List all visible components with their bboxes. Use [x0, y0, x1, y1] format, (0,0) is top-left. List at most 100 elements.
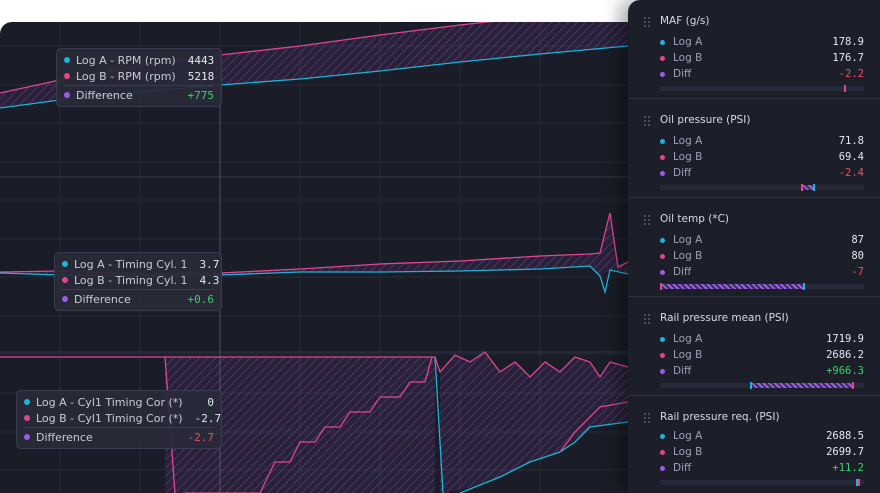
tooltip-label: Log A - RPM (rpm) — [76, 53, 176, 67]
metric-card-maf[interactable]: MAF (g/s) Log A 178.9 Log B 176.7 Diff -2.2 — [628, 0, 880, 99]
metric-title: Rail pressure mean (PSI) — [660, 312, 789, 324]
metric-card-rail-pressure-mean[interactable]: Rail pressure mean (PSI) Log A 1719.9 Log… — [628, 297, 880, 396]
log-a-marker — [802, 283, 805, 290]
log-a-dot — [660, 138, 665, 144]
log-a-dot — [62, 261, 68, 267]
metric-title: Rail pressure req. (PSI) — [660, 411, 780, 423]
log-b-dot — [24, 415, 30, 421]
metric-row-value: 69.4 — [838, 151, 864, 163]
log-a-dot — [660, 336, 665, 342]
tooltip-label: Log B - Timing Cyl. 1 — [74, 273, 188, 287]
diff-dot — [660, 368, 665, 374]
log-b-marker — [800, 184, 803, 191]
tooltip-label: Log B - Cyl1 Timing Cor (*) — [36, 411, 183, 425]
metric-row-value: 1719.9 — [826, 333, 864, 345]
metric-row-value: 176.7 — [832, 52, 864, 64]
tooltip-value: 3.7 — [199, 257, 220, 271]
difference-segment — [749, 383, 852, 388]
log-a-marker — [749, 382, 752, 389]
log-a-dot — [660, 433, 665, 439]
rpm-tooltip: Log A - RPM (rpm) 4443 Log B - RPM (rpm) 5… — [56, 48, 222, 107]
drag-handle-icon[interactable] — [644, 215, 650, 225]
metric-row-label: Diff — [673, 167, 692, 179]
diff-dot — [660, 71, 665, 77]
metric-diff-value: +11.2 — [832, 462, 864, 474]
log-b-dot — [660, 253, 665, 259]
log-b-marker — [843, 85, 846, 92]
timing-cor-log-a-line — [434, 356, 444, 493]
metrics-panel[interactable]: MAF (g/s) Log A 178.9 Log B 176.7 Diff -2.2… — [628, 0, 880, 493]
metric-row-label: Diff — [673, 266, 692, 278]
metric-diff-value: -2.2 — [838, 68, 864, 80]
chart-canvas[interactable] — [0, 22, 880, 493]
diff-dot — [64, 92, 70, 98]
log-a-dot — [24, 399, 30, 405]
log-a-dot — [660, 237, 665, 243]
metric-row-value: 2686.2 — [826, 349, 864, 361]
metric-row-label: Diff — [673, 365, 692, 377]
metric-row-value: 80 — [851, 250, 864, 262]
metric-card-oil-temp[interactable]: Oil temp (*C) Log A 87 Log B 80 Diff -7 — [628, 198, 880, 297]
drag-handle-icon[interactable] — [644, 314, 650, 324]
metric-row-label: Log B — [673, 151, 703, 163]
drag-handle-icon[interactable] — [644, 116, 650, 126]
metric-row-value: 71.8 — [838, 135, 864, 147]
metric-row-value: 2688.5 — [826, 430, 864, 442]
metric-card-oil-pressure[interactable]: Oil pressure (PSI) Log A 71.8 Log B 69.4 D… — [628, 99, 880, 198]
tooltip-label: Difference — [76, 88, 133, 102]
metric-row-value: 178.9 — [832, 36, 864, 48]
timing-cor-log-b-line — [0, 351, 629, 379]
metric-row-label: Log B — [673, 446, 703, 458]
tooltip-value: 4443 — [187, 53, 215, 67]
metric-row-value: 2699.7 — [826, 446, 864, 458]
log-a-marker — [855, 479, 858, 486]
metric-row-label: Log B — [673, 349, 703, 361]
metric-row-label: Log A — [673, 36, 703, 48]
comparison-bar — [660, 85, 864, 92]
metric-card-rail-pressure-req[interactable]: Rail pressure req. (PSI) Log A 2688.5 Log… — [628, 396, 880, 493]
metric-diff-value: -7 — [851, 266, 864, 278]
comparison-bar — [660, 479, 864, 486]
log-a-dot — [660, 39, 665, 45]
timing-cor-pane — [0, 351, 629, 493]
tooltip-value: -2.7 — [194, 411, 222, 425]
log-b-marker — [851, 382, 854, 389]
difference-segment — [800, 185, 813, 190]
log-b-dot — [660, 449, 665, 455]
log-a-dot — [64, 57, 70, 63]
metric-diff-value: -2.4 — [838, 167, 864, 179]
tooltip-label: Log A - Cyl1 Timing Cor (*) — [36, 395, 183, 409]
tooltip-diff-value: +0.6 — [187, 292, 215, 306]
metric-title: Oil pressure (PSI) — [660, 114, 751, 126]
metric-row-label: Log A — [673, 234, 703, 246]
tooltip-value: 4.3 — [199, 273, 220, 287]
comparison-bar — [660, 382, 864, 389]
metric-row-label: Log A — [673, 135, 703, 147]
tooltip-label: Log A - Timing Cyl. 1 — [74, 257, 188, 271]
metric-title: MAF (g/s) — [660, 15, 710, 27]
tooltip-label: Difference — [74, 292, 131, 306]
log-a-marker — [813, 184, 815, 191]
timing-cor-tooltip: Log A - Cyl1 Timing Cor (*) 0 Log B - Cyl… — [16, 390, 222, 449]
comparison-bar — [660, 283, 864, 290]
tooltip-value: 5218 — [187, 69, 215, 83]
metric-row-label: Log B — [673, 52, 703, 64]
log-b-dot — [62, 277, 68, 283]
log-b-dot — [64, 73, 70, 79]
metric-row-label: Log B — [673, 250, 703, 262]
timing-tooltip: Log A - Timing Cyl. 1 3.7 Log B - Timing … — [54, 252, 222, 311]
diff-dot — [24, 434, 30, 440]
tooltip-diff-value: -2.7 — [187, 430, 215, 444]
difference-segment — [660, 284, 803, 289]
drag-handle-icon[interactable] — [644, 17, 650, 27]
metric-diff-value: +966.3 — [826, 365, 864, 377]
metric-row-value: 87 — [851, 234, 864, 246]
drag-handle-icon[interactable] — [644, 413, 650, 423]
log-b-dot — [660, 154, 665, 160]
log-b-marker — [660, 283, 662, 290]
metric-row-label: Diff — [673, 462, 692, 474]
log-b-marker — [857, 479, 860, 486]
diff-dot — [62, 296, 68, 302]
comparison-bar — [660, 184, 864, 191]
metric-row-label: Diff — [673, 68, 692, 80]
